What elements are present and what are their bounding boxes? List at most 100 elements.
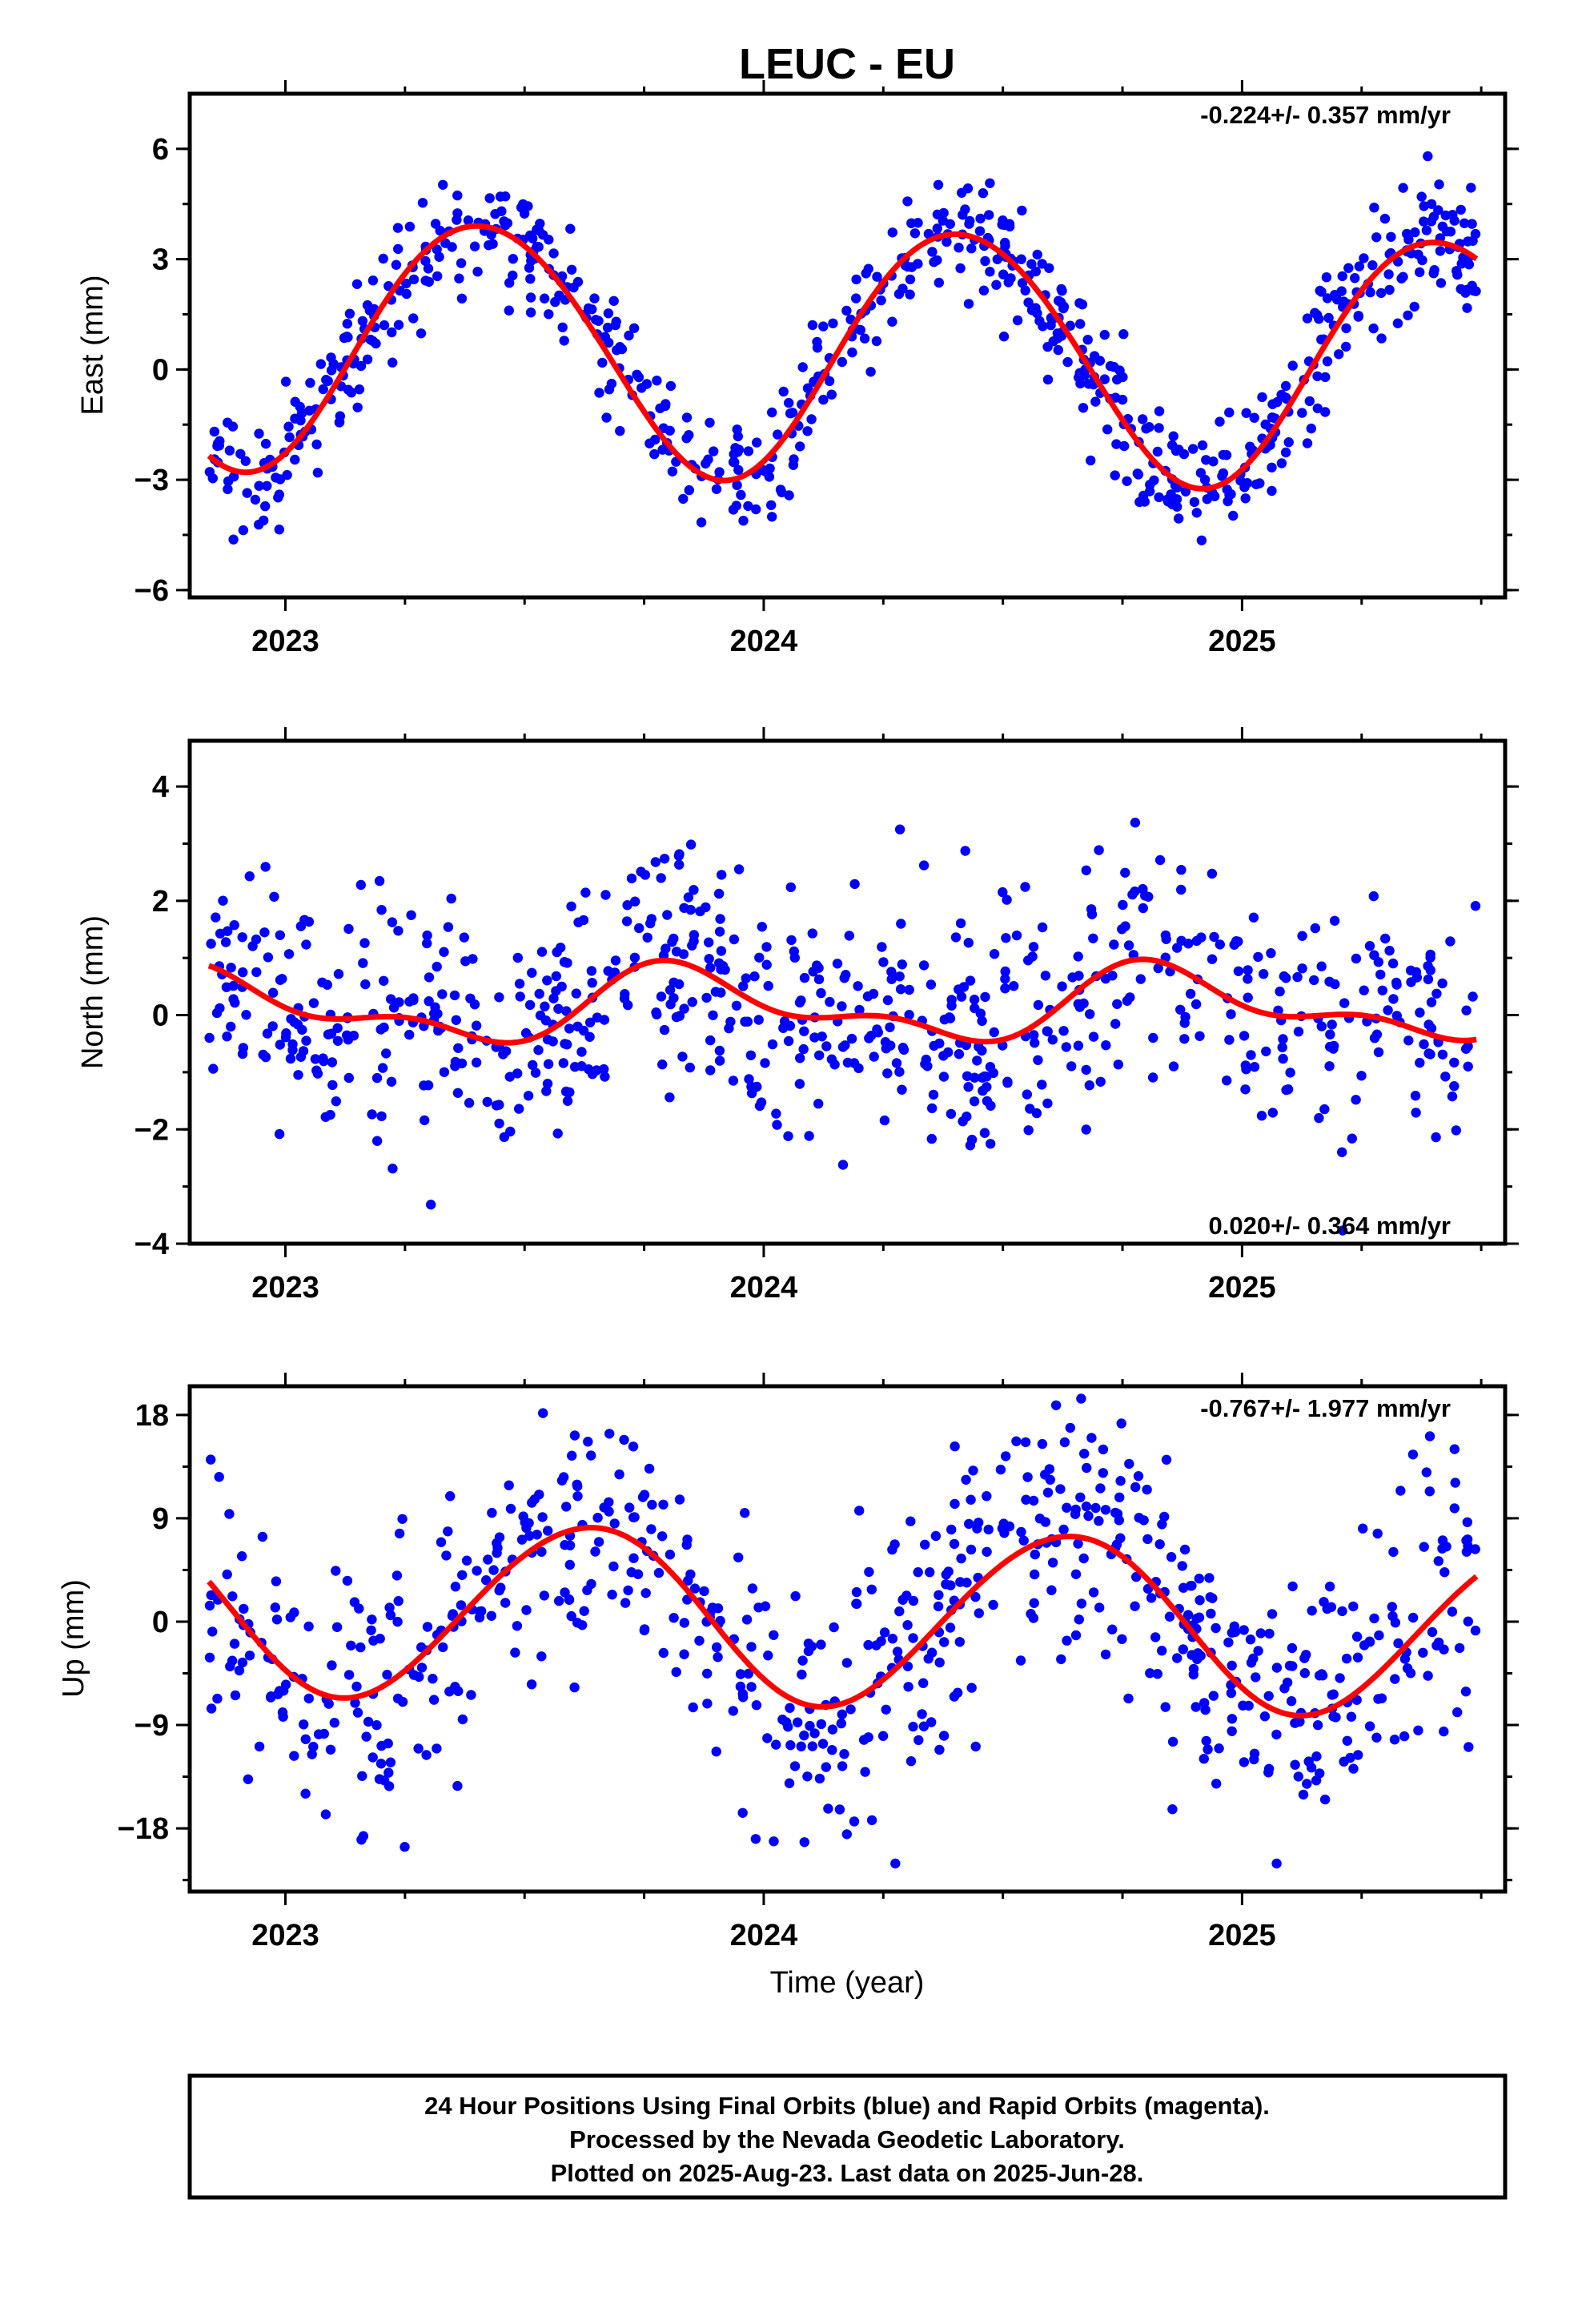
north-data-point xyxy=(420,1115,430,1126)
north-data-point xyxy=(969,1096,980,1107)
north-data-point xyxy=(714,1055,725,1066)
up-data-point xyxy=(816,1639,826,1650)
east-data-point xyxy=(980,255,990,267)
up-data-point xyxy=(483,1554,493,1565)
up-data-point xyxy=(1264,1628,1275,1639)
up-data-point xyxy=(1098,1444,1109,1455)
up-data-point xyxy=(1253,1646,1263,1656)
up-data-point xyxy=(1449,1503,1460,1514)
east-data-point xyxy=(500,218,510,228)
north-data-point xyxy=(1094,845,1104,855)
up-data-point xyxy=(1188,1669,1199,1680)
up-data-point xyxy=(950,1441,960,1452)
north-data-point xyxy=(778,1023,789,1034)
up-ticks xyxy=(176,1373,1519,1905)
north-data-point xyxy=(1233,966,1244,977)
east-data-point xyxy=(591,315,601,325)
up-data-point xyxy=(1267,1609,1278,1619)
north-data-point xyxy=(1297,931,1307,941)
up-data-point xyxy=(917,1709,927,1719)
east-data-point xyxy=(1012,315,1023,326)
east-data-point xyxy=(235,448,246,459)
up-data-point xyxy=(1290,1759,1300,1770)
north-data-point xyxy=(854,1004,865,1015)
up-data-point xyxy=(836,1718,847,1729)
east-data-point xyxy=(975,213,986,224)
east-data-point xyxy=(1297,408,1307,418)
north-data-point xyxy=(1364,941,1375,951)
up-data-point xyxy=(746,1642,757,1652)
east-data-point xyxy=(355,360,367,372)
up-data-point xyxy=(1282,1677,1293,1688)
up-data-point xyxy=(961,1474,971,1486)
x-axis-label: Time (year) xyxy=(770,1966,925,2000)
north-data-point xyxy=(1447,1091,1458,1102)
east-fit-curve xyxy=(207,223,1479,492)
east-data-point xyxy=(767,407,777,418)
up-data-point xyxy=(532,1530,542,1540)
north-data-point xyxy=(542,1079,553,1089)
north-data-point xyxy=(1275,986,1285,997)
north-data-point xyxy=(561,1006,572,1016)
up-data-point xyxy=(1306,1763,1317,1773)
east-data-point xyxy=(315,359,326,369)
up-data-point xyxy=(1293,1771,1304,1782)
up-data-point xyxy=(1107,1624,1118,1634)
east-data-point xyxy=(767,512,777,522)
north-data-point xyxy=(1449,1081,1460,1092)
up-data-point xyxy=(343,1670,355,1680)
north-data-point xyxy=(1351,1095,1361,1105)
north-data-point xyxy=(1120,867,1130,879)
up-data-point xyxy=(1081,1501,1092,1512)
up-data-point xyxy=(1100,1505,1111,1515)
east-data-point xyxy=(508,254,518,264)
up-data-point xyxy=(354,1603,364,1614)
north-data-point xyxy=(1266,948,1276,959)
up-data-point xyxy=(1203,1744,1213,1755)
north-data-point xyxy=(623,999,633,1011)
up-data-point xyxy=(626,1567,636,1578)
north-data-point xyxy=(1117,924,1127,935)
up-data-point xyxy=(608,1561,619,1572)
north-data-point xyxy=(422,938,432,949)
up-data-point xyxy=(436,1537,447,1547)
up-data-point xyxy=(320,1809,331,1819)
north-data-point xyxy=(621,916,632,927)
north-data-point xyxy=(1246,1050,1256,1060)
up-data-point xyxy=(1123,1693,1134,1704)
up-data-point xyxy=(516,1534,528,1545)
north-data-point xyxy=(1461,1005,1472,1015)
up-data-point xyxy=(1263,1763,1275,1774)
north-data-point xyxy=(1437,978,1447,989)
up-data-point xyxy=(327,1660,337,1671)
east-data-point xyxy=(408,274,420,285)
up-x-tick-label: 2024 xyxy=(730,1919,798,1952)
up-data-point xyxy=(970,1591,981,1602)
up-data-point xyxy=(1328,1711,1339,1722)
north-data-point xyxy=(1449,1057,1460,1068)
east-data-point xyxy=(705,417,715,428)
north-data-point xyxy=(757,922,767,932)
north-data-point xyxy=(551,986,561,996)
up-data-point xyxy=(797,1655,808,1666)
east-data-point xyxy=(454,273,464,283)
north-data-point xyxy=(745,1050,757,1061)
north-data-point xyxy=(980,991,990,1003)
up-data-point xyxy=(254,1741,265,1752)
east-data-point xyxy=(1168,431,1178,441)
north-x-tick-label: 2023 xyxy=(251,1271,319,1305)
east-data-point xyxy=(525,274,536,284)
up-data-point xyxy=(1337,1606,1347,1617)
up-data-point xyxy=(1154,1539,1165,1550)
east-data-point xyxy=(1082,335,1093,345)
east-data-point xyxy=(897,283,908,294)
north-data-point xyxy=(1029,1030,1039,1040)
north-data-point xyxy=(408,993,419,1003)
north-data-point xyxy=(626,873,637,884)
up-data-point xyxy=(1076,1393,1086,1404)
north-data-point xyxy=(562,958,572,968)
north-data-point xyxy=(813,974,825,985)
up-data-point xyxy=(1407,1449,1419,1460)
north-data-point xyxy=(1316,1021,1327,1031)
east-data-point xyxy=(1062,356,1073,368)
